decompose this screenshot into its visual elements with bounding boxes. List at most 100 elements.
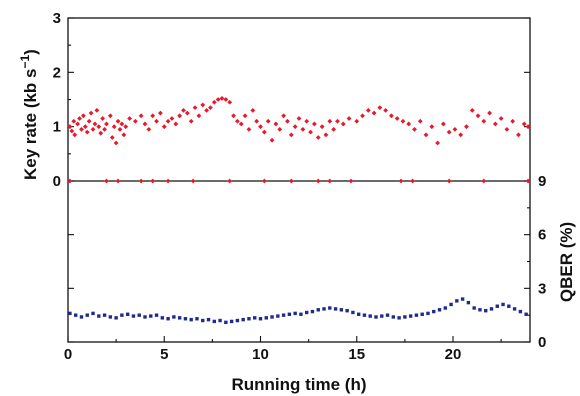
qber-point-3 bbox=[85, 313, 89, 317]
key-rate-point-0-110 bbox=[498, 116, 504, 121]
key-rate-point-0-93 bbox=[400, 118, 406, 124]
x-axis-title: Running time (h) bbox=[231, 375, 366, 394]
qber-point-37 bbox=[281, 313, 286, 317]
qber-point-47 bbox=[339, 308, 344, 312]
key-rate-point-0-1 bbox=[69, 128, 75, 134]
key-rate-point-0-16 bbox=[98, 130, 104, 136]
qber-point-30 bbox=[241, 317, 245, 322]
qber-point-18 bbox=[172, 315, 176, 319]
key-rate-point-0-72 bbox=[296, 116, 302, 121]
key-rate-point-0-12 bbox=[90, 126, 96, 132]
key-rate-point-0-28 bbox=[123, 124, 129, 130]
key-rate-point-0-115 bbox=[525, 124, 531, 130]
key-rate-point-0-104 bbox=[464, 124, 469, 130]
x-tick-label-4: 20 bbox=[445, 346, 462, 363]
key-rate-point-1-15 bbox=[446, 178, 452, 184]
key-rate-point-0-50 bbox=[211, 99, 217, 105]
key-rate-point-0-52 bbox=[219, 96, 225, 101]
key-rate-point-1-12 bbox=[348, 178, 354, 184]
key-rate-point-0-6 bbox=[79, 126, 84, 132]
key-rate-point-0-46 bbox=[196, 113, 202, 119]
key-rate-point-0-19 bbox=[104, 121, 109, 127]
qber-point-48 bbox=[345, 308, 349, 313]
qber-point-29 bbox=[235, 318, 240, 323]
key-rate-point-0-33 bbox=[146, 126, 152, 132]
key-rate-point-0-91 bbox=[389, 113, 394, 119]
key-rate-point-0-97 bbox=[423, 132, 429, 138]
qber-y-tick-label-3: 9 bbox=[538, 173, 546, 190]
key-rate-point-0-37 bbox=[161, 124, 167, 130]
qber-point-56 bbox=[391, 315, 396, 319]
key-rate-point-0-42 bbox=[181, 107, 186, 113]
key-rate-y-tick-label-0: 0 bbox=[53, 173, 61, 190]
qber-point-38 bbox=[287, 312, 292, 316]
qber-point-75 bbox=[501, 302, 505, 307]
key-rate-point-1-2 bbox=[115, 178, 121, 184]
qber-point-78 bbox=[518, 309, 523, 314]
key-rate-point-0-108 bbox=[487, 110, 492, 116]
key-rate-point-0-59 bbox=[246, 126, 252, 132]
key-rate-point-0-75 bbox=[308, 129, 313, 135]
qber-point-7 bbox=[108, 315, 113, 319]
key-rate-point-0-88 bbox=[371, 110, 377, 116]
key-rate-point-1-8 bbox=[261, 178, 267, 184]
key-rate-point-0-114 bbox=[521, 121, 527, 127]
qber-point-26 bbox=[218, 318, 222, 323]
qber-point-20 bbox=[183, 317, 188, 321]
key-rate-y-axis-ticks: 0 1 2 3 bbox=[53, 10, 530, 190]
key-rate-point-0-92 bbox=[394, 116, 400, 121]
key-rate-point-0-49 bbox=[208, 105, 213, 111]
qber-point-39 bbox=[293, 311, 297, 316]
key-rate-y-axis-title: Key rate (kb s−1) bbox=[18, 49, 40, 180]
key-rate-point-0-98 bbox=[429, 124, 435, 130]
key-rate-y-tick-label-2: 2 bbox=[53, 64, 61, 81]
key-rate-point-0-34 bbox=[150, 113, 156, 119]
qber-point-64 bbox=[437, 308, 442, 312]
key-rate-point-0-89 bbox=[377, 105, 383, 111]
key-rate-point-0-99 bbox=[435, 140, 440, 146]
qber-point-59 bbox=[408, 314, 413, 318]
key-rate-point-0-70 bbox=[288, 132, 294, 138]
key-rate-point-0-22 bbox=[111, 124, 117, 130]
key-rate-point-0-36 bbox=[158, 110, 163, 116]
key-rate-point-1-16 bbox=[481, 178, 487, 184]
key-rate-point-0-56 bbox=[235, 118, 240, 124]
key-rate-point-0-39 bbox=[169, 116, 175, 121]
key-rate-point-0-73 bbox=[300, 126, 306, 132]
key-rate-point-0-23 bbox=[113, 140, 119, 146]
qber-point-27 bbox=[224, 320, 228, 325]
key-rate-point-0-25 bbox=[117, 126, 123, 132]
key-rate-point-0-41 bbox=[177, 113, 183, 119]
qber-point-6 bbox=[102, 313, 107, 317]
x-tick-label-0: 0 bbox=[64, 346, 72, 363]
qber-point-68 bbox=[460, 297, 465, 301]
key-rate-point-0-101 bbox=[446, 129, 452, 135]
plot-frame bbox=[67, 17, 531, 343]
qber-point-52 bbox=[368, 314, 372, 318]
qber-point-0 bbox=[68, 311, 72, 316]
qber-point-14 bbox=[149, 314, 153, 318]
key-rate-point-0-105 bbox=[469, 107, 475, 113]
qber-point-24 bbox=[206, 317, 211, 322]
qber-point-50 bbox=[356, 312, 361, 316]
key-rate-point-0-86 bbox=[360, 113, 365, 119]
key-rate-point-0-109 bbox=[492, 121, 498, 127]
key-rate-point-1-4 bbox=[150, 178, 156, 184]
x-tick-label-3: 15 bbox=[348, 346, 365, 363]
key-rate-point-0-64 bbox=[265, 118, 271, 124]
key-rate-point-1-3 bbox=[138, 178, 144, 184]
key-rate-point-0-54 bbox=[227, 99, 233, 105]
qber-point-67 bbox=[455, 299, 459, 303]
key-rate-point-0-9 bbox=[84, 129, 90, 135]
key-rate-point-0-40 bbox=[173, 121, 179, 127]
qber-point-43 bbox=[316, 308, 320, 312]
qber-point-61 bbox=[420, 312, 424, 316]
key-rate-point-0-84 bbox=[346, 116, 352, 121]
qber-y-tick-label-1: 3 bbox=[538, 280, 546, 297]
key-rate-y-axis-title-main: Key rate (kb s bbox=[21, 69, 40, 181]
qber-point-23 bbox=[201, 318, 205, 323]
qber-point-8 bbox=[114, 316, 118, 320]
qber-point-35 bbox=[270, 315, 274, 319]
qber-point-40 bbox=[299, 312, 303, 316]
qber-point-36 bbox=[276, 314, 280, 318]
